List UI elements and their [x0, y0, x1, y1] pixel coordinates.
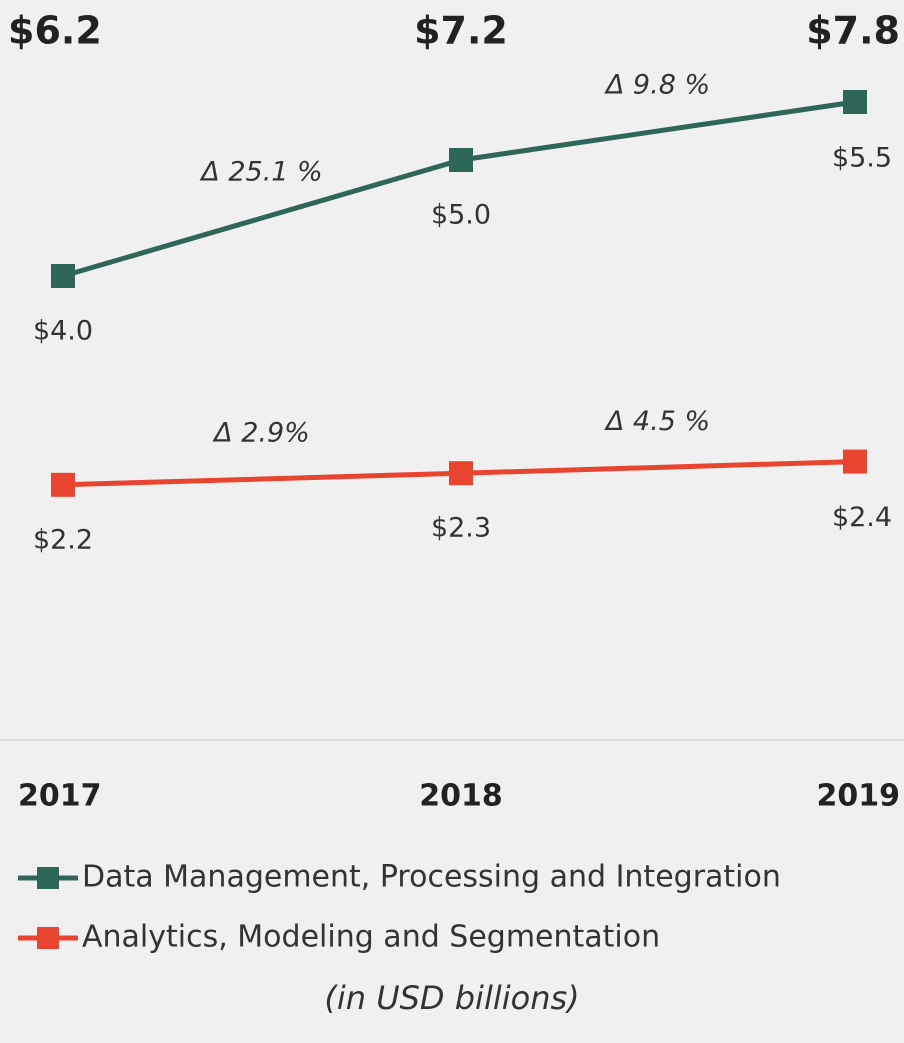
point	[449, 461, 473, 486]
series-line	[62, 99, 856, 279]
change-label: Δ 25.1 %	[199, 157, 322, 188]
x-tick-label: 2019	[817, 779, 901, 814]
point	[51, 264, 75, 288]
point	[51, 472, 75, 497]
data-label: $2.4	[832, 502, 892, 533]
legend-marker	[37, 927, 59, 949]
x-tick-label: 2018	[419, 779, 503, 814]
legend-label: Analytics, Modeling and Segmentation	[82, 920, 660, 955]
legend-label: Data Management, Processing and Integrat…	[82, 860, 781, 895]
unit-note: (in USD billions)	[324, 979, 579, 1017]
total-label: $7.8	[806, 9, 900, 53]
total-label: $7.2	[414, 9, 508, 53]
change-label: Δ 2.9%	[212, 418, 310, 449]
data-label: $2.2	[33, 524, 93, 555]
point	[843, 90, 867, 114]
change-label: Δ 4.5 %	[604, 406, 710, 437]
x-tick-label: 2017	[18, 779, 102, 814]
change-label: Δ 9.8 %	[604, 70, 710, 101]
data-label: $4.0	[33, 316, 93, 347]
point	[843, 449, 867, 474]
point	[449, 148, 473, 172]
data-label: $2.3	[431, 513, 491, 544]
data-label: $5.0	[431, 200, 491, 231]
legend-marker	[37, 867, 59, 889]
data-label: $5.5	[832, 143, 892, 174]
total-label: $6.2	[8, 9, 102, 53]
